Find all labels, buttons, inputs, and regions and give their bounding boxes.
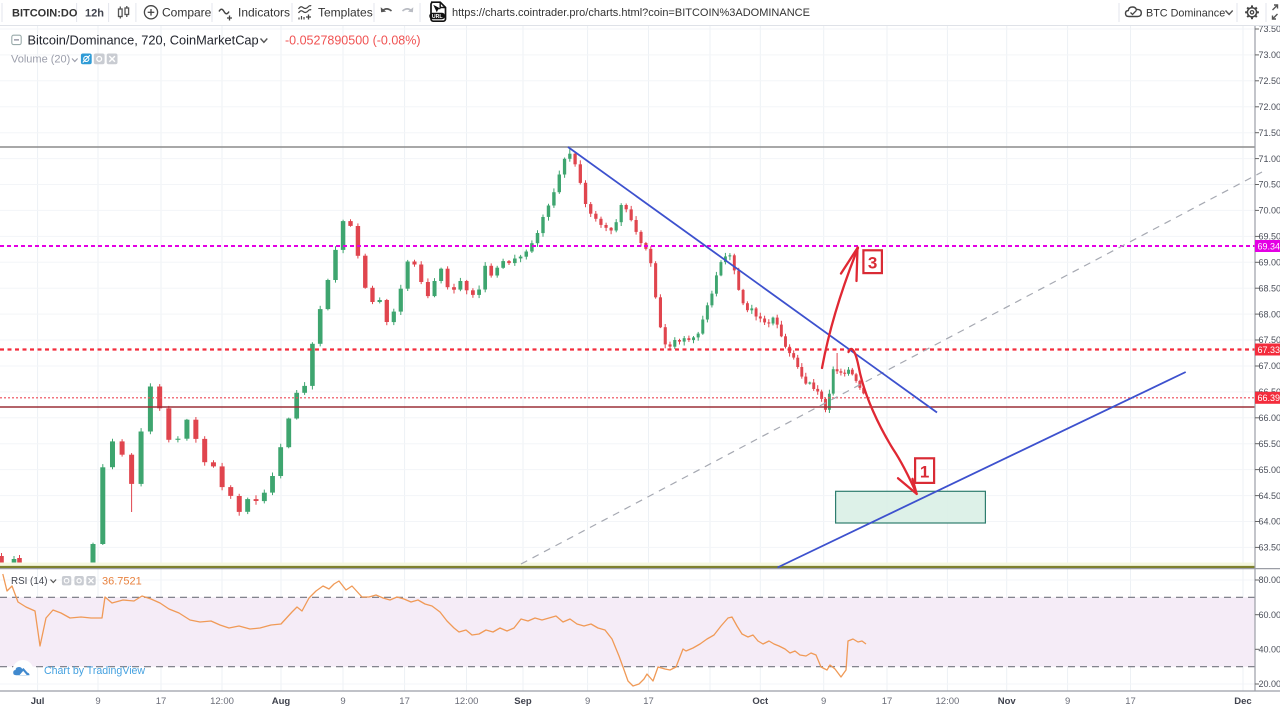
svg-text:Templates: Templates (318, 6, 373, 20)
svg-text:1: 1 (920, 463, 929, 482)
svg-text:Jul: Jul (31, 696, 45, 707)
svg-text:80.00: 80.00 (1259, 575, 1280, 585)
svg-text:66.00: 66.00 (1259, 413, 1280, 423)
svg-text:17: 17 (643, 696, 654, 707)
svg-text:68.50: 68.50 (1259, 283, 1280, 293)
svg-text:12:00: 12:00 (455, 696, 479, 707)
svg-text:69.50: 69.50 (1259, 232, 1280, 242)
svg-text:-0.0527890500 (-0.08%): -0.0527890500 (-0.08%) (285, 34, 421, 48)
svg-text:70.50: 70.50 (1259, 180, 1280, 190)
svg-text:20.00: 20.00 (1259, 679, 1280, 689)
svg-text:71.00: 71.00 (1259, 154, 1280, 164)
svg-text:70.00: 70.00 (1259, 206, 1280, 216)
svg-text:73.00: 73.00 (1259, 50, 1280, 60)
svg-text:40.00: 40.00 (1259, 645, 1280, 655)
svg-text:Dec: Dec (1234, 696, 1251, 707)
svg-text:60.00: 60.00 (1259, 610, 1280, 620)
svg-text:12:00: 12:00 (210, 696, 234, 707)
svg-text:63.50: 63.50 (1259, 543, 1280, 553)
svg-text:64.50: 64.50 (1259, 491, 1280, 501)
svg-text:73.50: 73.50 (1259, 24, 1280, 34)
svg-text:17: 17 (1125, 696, 1136, 707)
svg-text:67.33: 67.33 (1258, 345, 1280, 355)
svg-text:69.34: 69.34 (1258, 241, 1280, 251)
svg-text:66.39: 66.39 (1258, 393, 1280, 403)
svg-text:12:00: 12:00 (936, 696, 960, 707)
svg-text:68.00: 68.00 (1259, 309, 1280, 319)
svg-text:67.00: 67.00 (1259, 361, 1280, 371)
svg-text:Chart by TradingView: Chart by TradingView (44, 665, 145, 677)
svg-text:36.7521: 36.7521 (102, 576, 142, 588)
svg-text:BTC Dominance: BTC Dominance (1146, 7, 1225, 19)
svg-text:Indicators: Indicators (238, 6, 290, 20)
svg-text:Bitcoin/Dominance, 720, CoinMa: Bitcoin/Dominance, 720, CoinMarketCap (28, 33, 259, 48)
svg-text:9: 9 (585, 696, 590, 707)
svg-text:Sep: Sep (514, 696, 532, 707)
svg-text:9: 9 (95, 696, 100, 707)
svg-text:72.50: 72.50 (1259, 76, 1280, 86)
svg-text:64.00: 64.00 (1259, 517, 1280, 527)
svg-text:Aug: Aug (272, 696, 291, 707)
svg-text:69.00: 69.00 (1259, 258, 1280, 268)
svg-text:17: 17 (882, 696, 893, 707)
svg-text:9: 9 (821, 696, 826, 707)
svg-text:https://charts.cointrader.pro/: https://charts.cointrader.pro/charts.htm… (452, 7, 810, 19)
svg-text:RSI (14): RSI (14) (11, 576, 47, 587)
svg-text:3: 3 (868, 254, 877, 273)
svg-text:Compare: Compare (162, 6, 212, 20)
svg-text:65.00: 65.00 (1259, 465, 1280, 475)
svg-text:12h: 12h (85, 7, 104, 19)
svg-text:9: 9 (1065, 696, 1070, 707)
svg-text:72.00: 72.00 (1259, 102, 1280, 112)
svg-text:17: 17 (156, 696, 167, 707)
svg-text:BITCOIN:DO: BITCOIN:DO (12, 7, 78, 19)
svg-text:67.50: 67.50 (1259, 335, 1280, 345)
svg-text:17: 17 (399, 696, 410, 707)
svg-text:Oct: Oct (752, 696, 769, 707)
svg-text:Volume (20): Volume (20) (11, 54, 70, 66)
svg-text:9: 9 (340, 696, 345, 707)
svg-text:71.50: 71.50 (1259, 128, 1280, 138)
svg-text:65.50: 65.50 (1259, 439, 1280, 449)
svg-text:Nov: Nov (998, 696, 1017, 707)
svg-text:URL: URL (432, 14, 443, 20)
